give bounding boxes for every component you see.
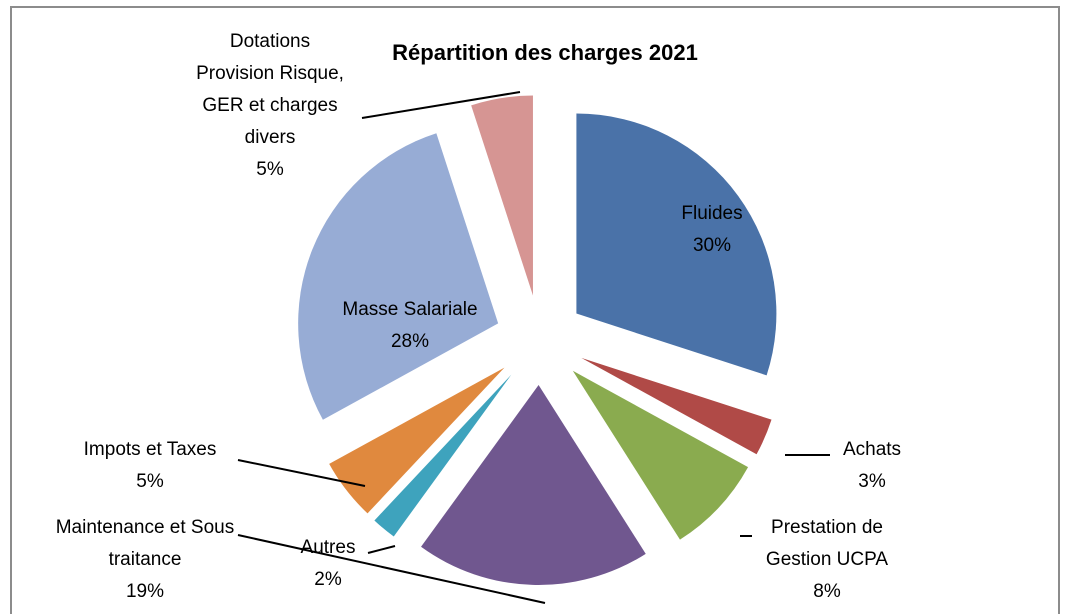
slice-label: Prestation de Gestion UCPA 8% [752, 512, 902, 608]
value-label: 2% [314, 569, 342, 590]
leader-line [367, 545, 396, 554]
slice-label: Masse Salariale 28% [310, 294, 510, 358]
value-label: 19% [125, 581, 165, 602]
chart-title: Répartition des charges 2021 [392, 40, 698, 65]
category-label: Dotations Provision Risque, GER et charg… [196, 31, 344, 148]
value-label: 5% [136, 471, 164, 492]
value-label: 28% [390, 331, 430, 352]
value-label: 3% [858, 471, 886, 492]
slice-label: Autres 2% [278, 532, 378, 596]
pie-slice [572, 370, 749, 540]
value-label: 5% [256, 159, 284, 180]
category-label: Prestation de Gestion UCPA [765, 517, 889, 570]
pie-slice [576, 113, 777, 376]
pie-slice [421, 384, 646, 585]
category-label: Maintenance et Sous traitance [55, 517, 235, 570]
pie-slice [581, 357, 772, 455]
pie-slice [471, 95, 533, 296]
leader-line [237, 534, 546, 604]
pie-slice [329, 367, 505, 514]
category-label: Autres [300, 537, 356, 558]
category-label: Achats [842, 439, 902, 460]
category-label: Fluides [681, 203, 743, 224]
leader-line [237, 459, 366, 487]
chart-frame [10, 6, 1060, 614]
category-label: Impots et Taxes [83, 439, 217, 460]
slice-label: Fluides 30% [662, 198, 762, 262]
value-label: 30% [692, 235, 732, 256]
leader-line [361, 91, 521, 119]
slice-label: Achats 3% [822, 434, 922, 498]
slice-label: Dotations Provision Risque, GER et charg… [190, 26, 350, 186]
slice-label: Impots et Taxes 5% [50, 434, 250, 498]
value-label: 8% [813, 581, 841, 602]
category-label: Masse Salariale [342, 299, 478, 320]
pie-slice [298, 133, 499, 420]
pie-slice [374, 374, 512, 537]
slice-label: Maintenance et Sous traitance 19% [55, 512, 235, 608]
